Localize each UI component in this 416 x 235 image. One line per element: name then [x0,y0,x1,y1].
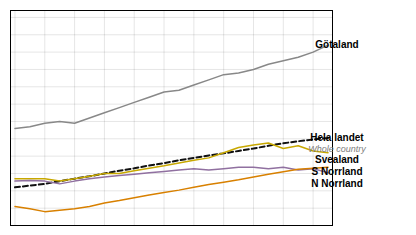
svg-text:Whole country: Whole country [308,144,366,154]
svg-text:Svealand: Svealand [315,154,359,165]
svg-text:Hela landet: Hela landet [310,132,364,143]
svg-text:Götaland: Götaland [315,39,358,50]
svg-text:N Norrland: N Norrland [311,178,363,189]
svg-text:S Norrland: S Norrland [311,166,362,177]
